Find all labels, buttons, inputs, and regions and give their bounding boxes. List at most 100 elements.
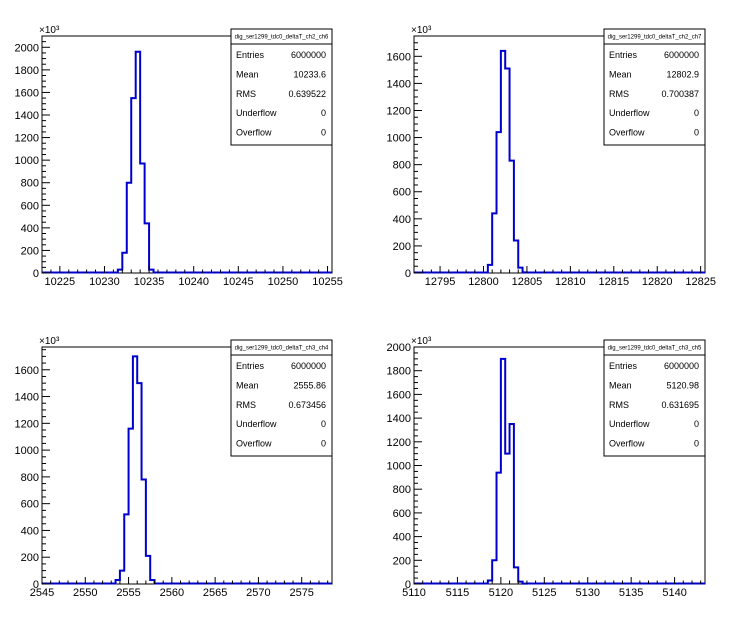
histogram-bin: [127, 183, 131, 273]
stats-label: Mean: [609, 69, 632, 79]
stats-label: Underflow: [609, 419, 650, 429]
y-tick-label: 800: [393, 484, 411, 496]
x-tick-label: 10245: [223, 276, 254, 288]
stats-value: 12802.9: [666, 69, 699, 79]
stats-label: Overflow: [609, 128, 645, 138]
histogram-panel-1: 10225 10230 10235 10240 10245 10250 10255 0 200 4…: [15, 25, 343, 288]
x-tick-label: 12815: [598, 276, 629, 288]
histogram-bin: [505, 69, 509, 273]
x-tick-label: 12800: [468, 276, 499, 288]
y-tick-label: 2000: [387, 342, 411, 354]
y-tick-label: 1000: [387, 133, 411, 145]
histogram-bin: [131, 98, 135, 273]
y-tick-label: 1200: [15, 418, 39, 430]
histogram-bin: [497, 473, 501, 584]
stats-label: Mean: [236, 380, 259, 390]
y-tick-label: 2000: [15, 42, 39, 54]
stats-value: 2555.86: [293, 380, 326, 390]
x-tick-label: 12825: [685, 276, 716, 288]
x-tick-label: 12820: [642, 276, 673, 288]
histogram-bin: [124, 514, 128, 584]
stats-label: Overflow: [236, 439, 272, 449]
y-tick-label: 200: [393, 555, 411, 567]
stats-value: 0: [321, 419, 326, 429]
x-tick-label: 2560: [160, 587, 184, 599]
histogram-panel-4: 5110 5115 5120 5125 5130 5135 5140 0 200 400 600 80…: [387, 336, 706, 599]
y-tick-label: 200: [393, 241, 411, 253]
y-tick-label: 1800: [387, 366, 411, 378]
histogram-bin: [488, 580, 492, 584]
stats-label: Entries: [609, 361, 638, 371]
histogram-bin: [118, 270, 122, 273]
stats-box: dig_ser1299_tdc0_deltaT_ch2_ch6 Entries 60…: [230, 28, 333, 146]
stats-label: RMS: [609, 400, 629, 410]
stats-value: 6000000: [291, 361, 326, 371]
x-tick-label: 5110: [402, 587, 426, 599]
histogram-panel-2: 12795 12800 12805 12810 12815 12820 12825 0 200 4…: [387, 25, 716, 288]
y-tick-label: 0: [33, 268, 39, 280]
x-tick-label: 2550: [73, 587, 97, 599]
x-tick-label: 10230: [89, 276, 120, 288]
histogram-series: [42, 355, 332, 585]
x-tick-label: 5135: [619, 587, 643, 599]
histogram-bin: [510, 424, 514, 584]
stats-label: RMS: [236, 400, 256, 410]
stats-body: [603, 43, 706, 146]
stats-title: dig_ser1299_tdc0_deltaT_ch2_ch6: [235, 35, 329, 41]
histogram-bin: [510, 161, 514, 273]
y-multiplier-label: ×10³: [411, 336, 432, 347]
stats-title: dig_ser1299_tdc0_deltaT_ch3_ch4: [235, 346, 329, 352]
y-multiplier-label: ×10³: [39, 336, 60, 347]
histogram-bin: [514, 567, 518, 584]
histogram-bin: [492, 213, 496, 273]
y-tick-label: 1600: [15, 365, 39, 377]
x-tick-label: 2570: [246, 587, 270, 599]
stats-value: 0: [321, 128, 326, 138]
x-tick-label: 10235: [134, 276, 165, 288]
histogram-bin: [501, 359, 505, 584]
y-tick-label: 1000: [15, 445, 39, 457]
y-tick-label: 1800: [15, 65, 39, 77]
y-tick-label: 600: [21, 499, 39, 511]
stats-value: 0: [694, 108, 699, 118]
x-tick-label: 5120: [489, 587, 513, 599]
histogram-bin: [514, 240, 518, 273]
histogram-series: [414, 357, 705, 585]
stats-label: Entries: [236, 50, 265, 60]
stats-value: 6000000: [664, 361, 699, 371]
y-tick-label: 1200: [387, 437, 411, 449]
y-tick-label: 1000: [15, 155, 39, 167]
histogram-bin: [140, 164, 144, 273]
x-tick-label: 5115: [446, 587, 470, 599]
x-tick-label: 12805: [512, 276, 543, 288]
histogram-bin: [523, 272, 527, 273]
stats-value: 0: [694, 439, 699, 449]
y-tick-label: 1600: [387, 51, 411, 63]
y-tick-label: 400: [21, 223, 39, 235]
stats-label: RMS: [236, 89, 256, 99]
x-tick-label: 10250: [268, 276, 299, 288]
x-tick-label: 12795: [425, 276, 456, 288]
y-tick-label: 400: [21, 525, 39, 537]
stats-title: dig_ser1299_tdc0_deltaT_ch2_ch7: [608, 35, 702, 41]
histogram-bin: [136, 52, 140, 273]
y-tick-label: 1400: [15, 392, 39, 404]
x-tick-label: 2555: [116, 587, 140, 599]
stats-value: 0.639522: [288, 89, 326, 99]
histogram-bin: [492, 560, 496, 584]
histogram-bin: [122, 253, 126, 273]
stats-value: 0: [321, 108, 326, 118]
stats-value: 0.631695: [661, 400, 699, 410]
stats-value: 0.700387: [661, 89, 699, 99]
histogram-bin: [497, 132, 501, 273]
y-tick-label: 1000: [387, 461, 411, 473]
x-tick-label: 2565: [203, 587, 227, 599]
stats-value: 10233.6: [293, 69, 326, 79]
y-tick-label: 1200: [387, 105, 411, 117]
x-tick-label: 10225: [45, 276, 76, 288]
stats-box: dig_ser1299_tdc0_deltaT_ch3_ch5 Entries 60…: [603, 339, 706, 457]
histogram-bin: [488, 265, 492, 273]
histogram-bin: [142, 480, 146, 584]
stats-label: Overflow: [236, 128, 272, 138]
